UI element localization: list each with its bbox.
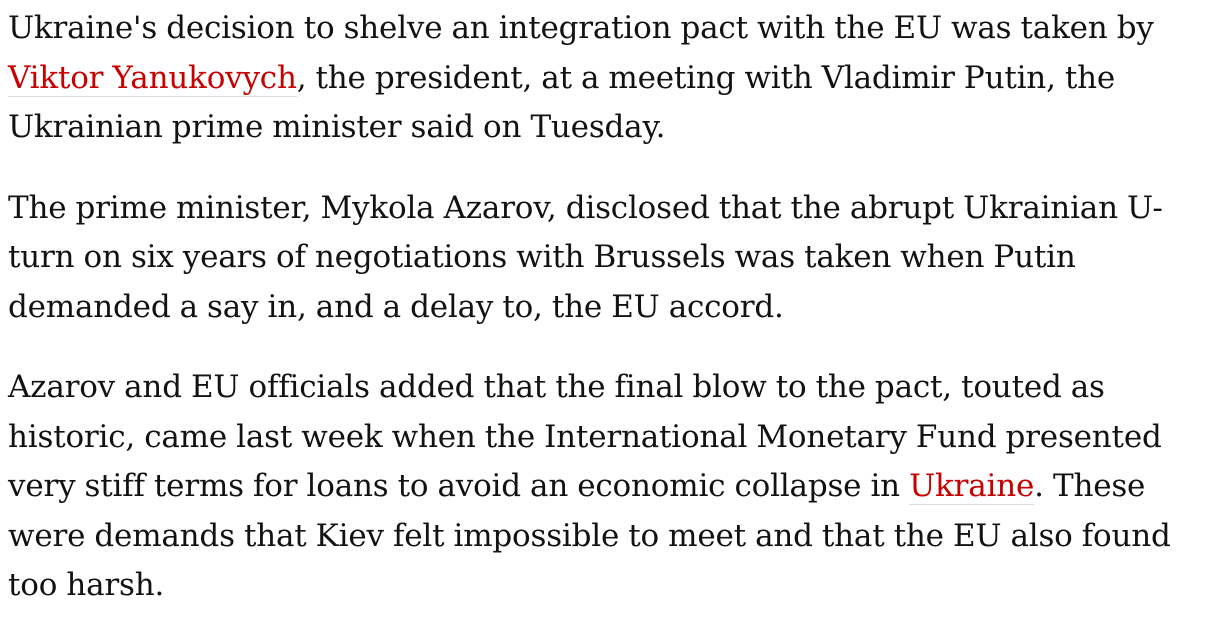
- paragraph-text: The prime minister, Mykola Azarov, discl…: [8, 189, 1163, 325]
- link-ukraine[interactable]: Ukraine: [909, 468, 1035, 505]
- paragraph-2: The prime minister, Mykola Azarov, discl…: [8, 184, 1190, 333]
- paragraph-3: Azarov and EU officials added that the f…: [8, 363, 1190, 611]
- paragraph-text: . These were demands that Kiev felt impo…: [8, 468, 1171, 603]
- paragraph-text: Azarov and EU officials added that the f…: [8, 369, 1162, 504]
- link-viktor-yanukovych[interactable]: Viktor Yanukovych: [8, 59, 297, 97]
- paragraph-text: Ukraine's decision to shelve an integrat…: [8, 10, 1154, 46]
- paragraph-1: Ukraine's decision to shelve an integrat…: [8, 4, 1190, 153]
- paragraph-text: , the president, at a meeting with Vladi…: [8, 59, 1116, 146]
- article-body: Ukraine's decision to shelve an integrat…: [8, 4, 1190, 611]
